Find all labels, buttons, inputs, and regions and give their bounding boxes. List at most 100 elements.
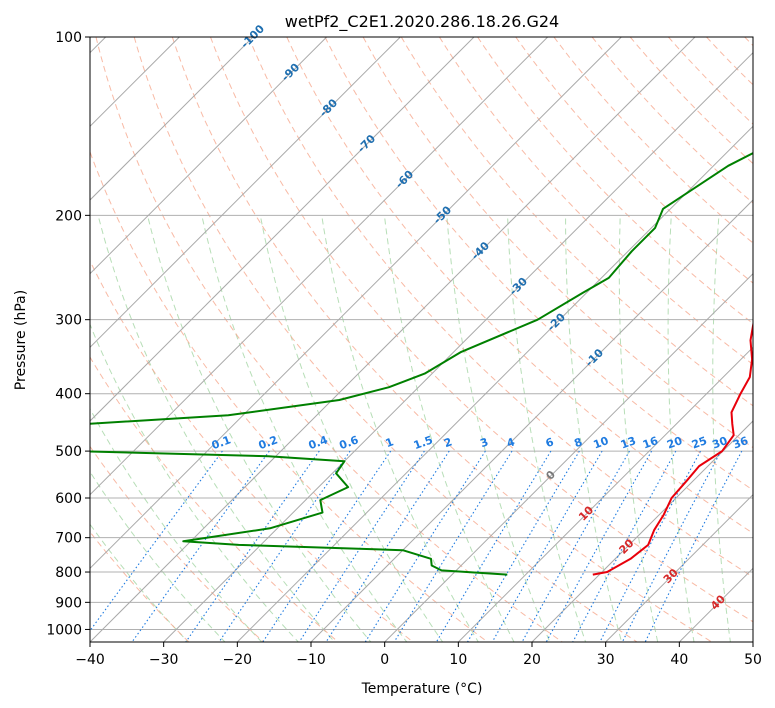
isotherm-line (163, 51, 753, 642)
mixing-ratio-label: 2 (442, 435, 454, 450)
x-axis-label: Temperature (°C) (361, 681, 483, 697)
isotherm-line (236, 125, 753, 642)
moist-adiabat (147, 218, 372, 642)
dry-adiabat (171, 37, 712, 642)
isotherm-line (90, 37, 622, 570)
y-tick-label: 500 (55, 444, 82, 460)
mixing-ratio-label: 13 (619, 434, 638, 451)
y-tick-label: 600 (55, 491, 82, 507)
mixing-ratio-label: 3 (478, 435, 490, 450)
x-axis: −40 −30 −20 −10 0 10 20 30 40 50 (75, 642, 762, 668)
isotherm-line (90, 37, 401, 349)
mixing-ratio-line (572, 450, 677, 642)
y-tick-label: 900 (55, 595, 82, 611)
moist-adiabat (90, 470, 226, 642)
series-line (592, 320, 753, 576)
isotherm-line (384, 272, 753, 642)
isotherm-line (457, 346, 753, 642)
moist-adiabat (260, 218, 444, 642)
mixing-ratio-line (90, 450, 223, 632)
mixing-ratio-line (218, 450, 351, 642)
moist-adiabat (321, 218, 479, 642)
dry-adiabat (90, 445, 264, 642)
y-tick-label: 700 (55, 531, 82, 547)
series-line (90, 152, 753, 576)
dry-adiabat (438, 37, 753, 366)
moist-adiabat (90, 407, 263, 642)
mixing-ratio-line (262, 450, 392, 642)
x-tick-label: 40 (670, 652, 688, 668)
mixing-ratio-label: 6 (544, 435, 556, 450)
mixing-ratio-label: 20 (665, 434, 684, 452)
dry-adiabat (90, 259, 414, 642)
x-tick-label: 20 (523, 652, 541, 668)
y-tick-label: 300 (55, 313, 82, 329)
mixing-ratio-line (521, 450, 630, 642)
x-tick-label: −40 (75, 652, 105, 668)
dry-adiabat (210, 37, 753, 623)
x-tick-label: 50 (744, 652, 762, 668)
dry-adiabat (324, 37, 753, 491)
mixing-ratio-label: 30 (710, 434, 729, 452)
y-tick-label: 1000 (46, 622, 82, 638)
mixing-ratio-label: 25 (690, 434, 709, 451)
mixing-ratio-line (298, 450, 425, 642)
isotherm-line (90, 37, 549, 496)
dry-adiabat (95, 37, 563, 642)
mixing-ratio-label: 8 (572, 435, 584, 450)
dry-adiabat (591, 37, 753, 204)
mixing-ratio-label: 0.2 (257, 433, 280, 452)
x-tick-label: 0 (380, 652, 389, 668)
moist-adiabat (565, 218, 623, 642)
moist-adiabat (90, 323, 299, 642)
y-axis: 100 200 300 400 500 600 700 800 900 1000 (46, 30, 90, 638)
mixing-ratio-line (599, 450, 701, 642)
dry-adiabat (90, 356, 339, 642)
moist-adiabat (98, 218, 336, 642)
dry-adiabat (400, 37, 753, 407)
dry-adiabat (133, 37, 638, 642)
y-axis-label: Pressure (hPa) (13, 290, 29, 390)
dry-adiabat (286, 37, 753, 534)
y-tick-label: 400 (55, 387, 82, 403)
dry-adiabat (553, 37, 753, 244)
mixing-ratio-label: 0.4 (307, 433, 330, 452)
isotherm-line (531, 420, 753, 642)
x-tick-label: 30 (597, 652, 615, 668)
plot-frame (89, 36, 754, 643)
mixing-ratio-line (393, 450, 513, 642)
x-tick-label: −20 (223, 652, 253, 668)
x-tick-label: −30 (149, 652, 179, 668)
mixing-ratio-line (131, 450, 270, 642)
moist-adiabat (384, 218, 515, 642)
moist-adiabat (202, 218, 408, 642)
moist-adiabat (712, 218, 731, 642)
y-tick-label: 200 (55, 208, 82, 224)
chart-title: wetPf2_C2E1.2020.286.18.26.G24 (285, 12, 559, 32)
moist-adiabat (446, 218, 551, 642)
mixing-ratio-line (185, 450, 320, 642)
mixing-ratio-line (621, 450, 722, 642)
y-tick-label: 800 (55, 565, 82, 581)
mixing-ratio-label: 1.5 (412, 433, 435, 452)
mixing-ratio-label: 4 (505, 435, 517, 450)
y-tick-label: 100 (55, 30, 82, 46)
mixing-ratio-line (545, 450, 653, 642)
isotherm-line (90, 37, 254, 201)
isotherm-line (90, 37, 328, 275)
x-tick-label: −10 (296, 652, 326, 668)
mixing-ratio-label: 1 (384, 435, 396, 450)
mixing-ratio-line (491, 450, 603, 642)
mixing-ratio-label: 0.6 (338, 433, 361, 452)
x-tick-label: 10 (449, 652, 467, 668)
dry-adiabat (248, 37, 753, 578)
mixing-ratio-label: 0.1 (210, 433, 233, 452)
isotherm-line (310, 199, 753, 642)
plot-area (90, 37, 753, 642)
mixing-ratio-label: 16 (641, 434, 660, 452)
isotherm-line (90, 37, 475, 422)
mixing-ratio-label: 10 (592, 434, 611, 452)
mixing-ratio-line (644, 450, 743, 642)
